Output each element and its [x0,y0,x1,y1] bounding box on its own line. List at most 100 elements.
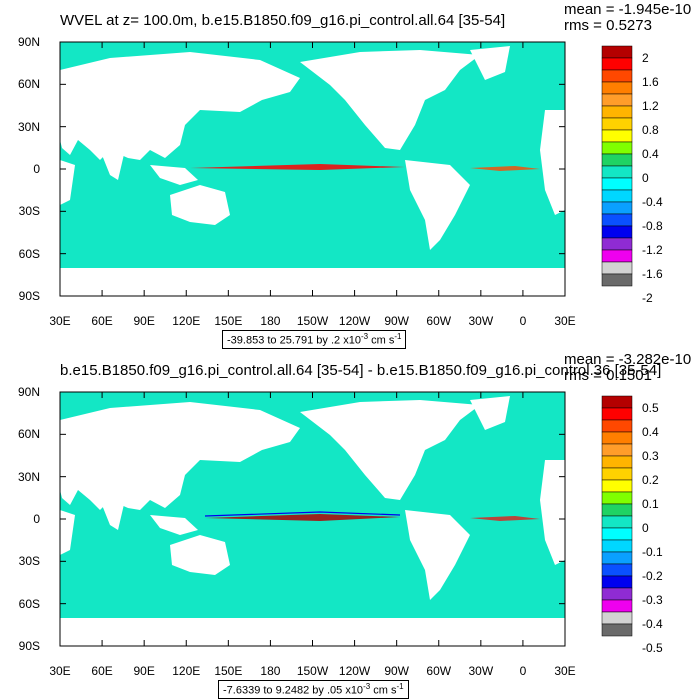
x-tick-label: 30W [468,314,494,328]
colorbar-box [601,237,633,251]
colorbar-label: -0.8 [642,219,663,233]
y-tick-label: 60S [18,596,40,611]
panel-title: b.e15.B1850.f09_g16.pi_control.all.64 [3… [60,362,662,379]
colorbar-box [601,587,633,601]
x-tick-label: 30E [49,664,71,678]
x-tick-label: 60W [426,664,452,678]
x-tick-label: 60W [426,314,452,328]
colorbar-box [601,201,633,215]
y-tick-label: 60N [17,77,40,92]
colorbar-box [601,81,633,95]
colorbar-box [601,467,633,481]
colorbar-box [601,261,633,275]
colorbar-box [601,443,633,457]
colorbar-label: -0.4 [642,617,663,631]
colorbar-box [601,539,633,553]
colorbar-box [601,395,633,409]
colorbar-box [601,93,633,107]
colorbar-label: 0.3 [642,449,659,463]
x-tick-label: 0 [519,664,527,678]
colorbar-box [601,69,633,83]
mean-stat: mean = -3.282e-10 [564,351,692,368]
colorbar-box [601,575,633,589]
y-tick-label: 60N [17,427,40,442]
colorbar-label: 0.8 [642,123,659,137]
land-masses [60,396,565,646]
mean-stat: mean = -1.945e-10 [564,1,692,18]
colorbar-box [601,599,633,613]
y-tick-label: 90S [18,639,40,653]
x-tick-label: 90W [384,664,409,678]
y-tick-label: 30N [17,469,40,484]
map-panel-bottom: b.e15.B1850.f09_g16.pi_control.all.64 [3… [0,350,700,700]
north-america-landmass [300,50,480,150]
x-tick-label: 30W [468,664,494,678]
rms-stat: rms = 0.5273 [564,17,652,34]
x-tick-label: 30E [49,314,71,328]
colorbar-label: 0.1 [642,497,659,511]
x-tick-label: 180 [260,314,281,328]
x-tick-label: 120W [338,664,371,678]
antarctica-landmass [60,268,565,296]
x-tick-label: 90E [133,664,155,678]
colorbar-box [601,455,633,469]
y-tick-label: 90N [17,385,40,399]
x-tick-label: 150W [296,314,329,328]
map-plot [59,41,633,297]
colorbar-label: 0.4 [642,425,659,439]
colorbar-box [601,177,633,191]
y-tick-label: 60S [18,246,40,261]
greenland-landmass [470,46,510,80]
x-tick-label: 90W [384,314,409,328]
x-tick-label: 0 [519,314,527,328]
india-landmass [100,500,125,530]
y-tick-label: 0 [33,512,40,526]
colorbar [601,395,633,637]
colorbar-box [601,527,633,541]
colorbar-box [601,165,633,179]
eurasia-landmass [60,402,300,510]
colorbar-box [601,213,633,227]
panel-title: WVEL at z= 100.0m, b.e15.B1850.f09_g16.p… [60,12,506,29]
colorbar-label: -0.4 [642,195,663,209]
india-landmass [100,150,125,180]
colorbar-box [601,611,633,625]
y-tick-label: 90N [17,35,40,49]
colorbar-label: -1.2 [642,243,663,257]
land-masses [60,46,565,296]
africa-west-landmass [60,160,75,205]
equatorial-negative-band [204,511,401,517]
x-tick-label: 90E [133,314,155,328]
colorbar-label: -0.2 [642,569,663,583]
colorbar-box [601,57,633,71]
x-tick-label: 180 [260,664,281,678]
colorbar-label: 0.2 [642,473,659,487]
colorbar-box [601,431,633,445]
australia-landmass [170,535,230,575]
rms-stat: rms = 0.1501 [564,367,652,384]
x-tick-label: 60E [91,664,113,678]
contour-info-box: -7.6339 to 9.2482 by .05 x10-3 cm s-1 [218,680,409,699]
colorbar-box [601,503,633,517]
colorbar-box [601,105,633,119]
africa-west-landmass [60,510,75,555]
map-plot [59,391,633,647]
y-tick-label: 30N [17,119,40,134]
colorbar-box [601,419,633,433]
colorbar-box [601,491,633,505]
y-tick-label: 0 [33,162,40,176]
x-tick-label: 60E [91,314,113,328]
colorbar-label: -1.6 [642,267,663,281]
x-tick-label: 150E [214,664,243,678]
axis-ticks [59,391,566,647]
north-america-landmass [300,400,480,500]
maritime-asia-landmass [150,165,198,185]
australia-landmass [170,185,230,225]
y-tick-label: 90S [18,289,40,303]
map-panel-top: WVEL at z= 100.0m, b.e15.B1850.f09_g16.p… [17,1,692,349]
africa-east-landmass [540,110,565,215]
x-tick-label: 120E [172,314,201,328]
antarctica-landmass [60,618,565,646]
colorbar-box [601,407,633,421]
x-tick-label: 30E [554,314,576,328]
